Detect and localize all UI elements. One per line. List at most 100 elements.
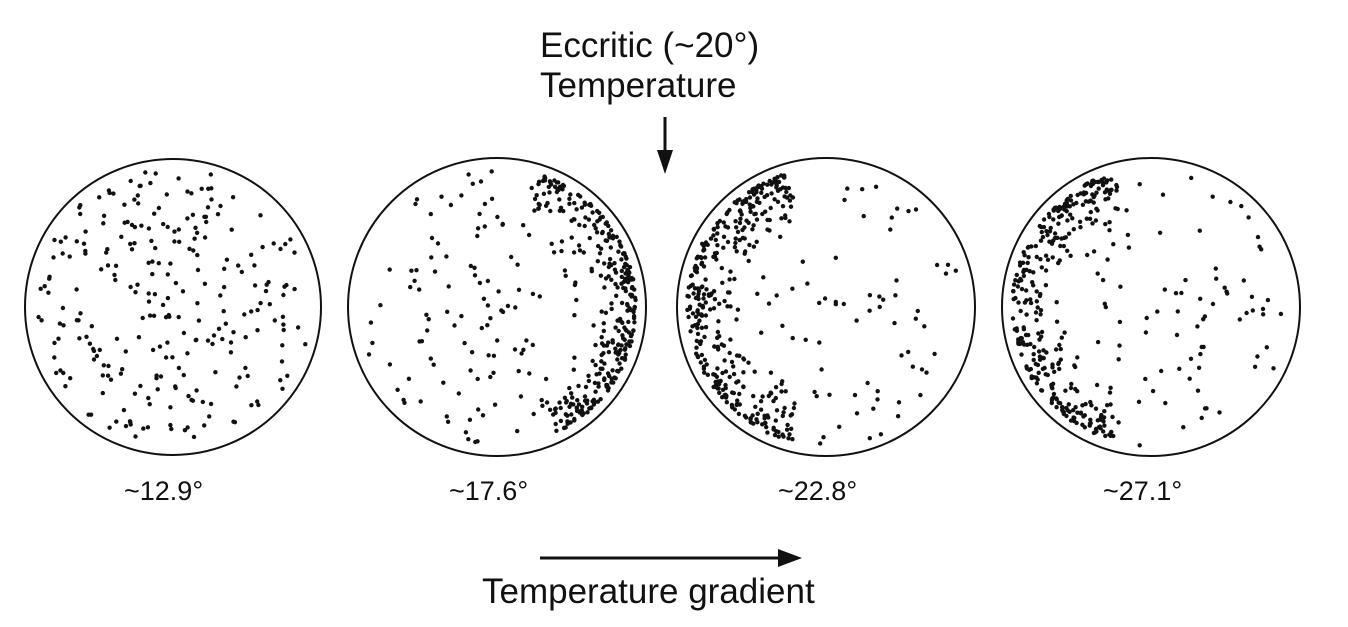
organism-dot <box>190 212 196 217</box>
organism-dot <box>470 181 475 186</box>
organism-dot <box>1102 409 1107 414</box>
organism-dot <box>738 216 743 221</box>
organism-dot <box>760 211 765 217</box>
organism-dot <box>775 175 780 180</box>
organism-dot <box>769 182 774 187</box>
organism-dot <box>1043 268 1049 273</box>
organism-dot <box>1252 364 1258 369</box>
organism-dot <box>489 169 494 174</box>
organism-dot <box>754 239 759 244</box>
organism-dot <box>715 231 720 236</box>
organism-dot <box>278 378 283 383</box>
organism-dot <box>530 291 536 297</box>
organism-dot <box>772 432 778 438</box>
organism-dot <box>249 309 254 314</box>
organism-dot <box>105 247 110 252</box>
organism-dot <box>751 244 757 249</box>
organism-dot <box>702 334 707 340</box>
organism-dot <box>527 371 532 376</box>
organism-dot <box>193 225 198 230</box>
organism-dot <box>577 222 582 228</box>
organism-dot <box>111 191 116 196</box>
organism-dot <box>106 363 111 369</box>
organism-dot <box>554 180 560 185</box>
organism-dot <box>606 349 612 355</box>
organism-dot <box>160 302 166 308</box>
organism-dot <box>1061 410 1067 415</box>
organism-dot <box>1094 206 1099 211</box>
organism-dot <box>703 313 709 318</box>
organism-dot <box>91 346 96 352</box>
organism-dot <box>1068 212 1073 217</box>
organism-dot <box>485 278 491 284</box>
organism-dot <box>1201 344 1206 350</box>
organism-dot <box>609 376 614 381</box>
organism-dot <box>1016 300 1021 305</box>
organism-dot <box>1088 399 1093 405</box>
organism-dot <box>242 312 247 317</box>
organism-dot <box>610 233 616 238</box>
organism-dot <box>1088 209 1094 215</box>
organism-dot <box>619 319 624 324</box>
organism-dot <box>213 370 218 375</box>
organism-dot <box>97 347 103 353</box>
organism-dot <box>1022 253 1027 258</box>
organism-dot <box>1117 319 1123 325</box>
organism-dot <box>1059 335 1065 340</box>
organism-dot <box>1102 190 1108 195</box>
organism-dot <box>780 323 785 328</box>
organism-dot <box>1038 312 1043 317</box>
organism-dot <box>712 344 717 349</box>
organism-dot <box>234 384 239 389</box>
organism-dot <box>574 207 579 212</box>
organism-dot <box>906 349 911 355</box>
organism-dot <box>1051 207 1056 212</box>
organism-dot <box>194 388 199 393</box>
organism-dot <box>1093 426 1099 432</box>
organism-dot <box>495 214 500 220</box>
organism-dot <box>1271 366 1276 371</box>
organism-dot <box>531 411 536 417</box>
organism-dot <box>543 376 549 382</box>
organism-dot <box>873 184 879 189</box>
organism-dot <box>136 335 142 340</box>
eccritic-title-line2: Temperature <box>540 66 737 105</box>
organism-dot <box>1063 388 1068 393</box>
organism-dot <box>169 426 174 432</box>
organism-dot <box>1077 219 1083 224</box>
organism-dot <box>1038 238 1044 243</box>
organism-dot <box>583 384 589 390</box>
organism-dot <box>628 333 634 339</box>
organism-dot <box>1175 309 1181 314</box>
organism-dot <box>406 376 412 381</box>
organism-dot <box>735 198 740 203</box>
organism-dot <box>569 412 574 417</box>
organism-dot <box>204 219 209 225</box>
organism-dot <box>61 370 66 376</box>
organism-dot <box>562 395 568 400</box>
organism-dot <box>1071 415 1076 420</box>
organism-dot <box>589 405 594 411</box>
organism-dot <box>1075 355 1080 360</box>
organism-dot <box>1078 410 1084 415</box>
organism-dot <box>54 370 59 376</box>
organism-dot <box>698 341 703 347</box>
organism-dot <box>765 182 770 187</box>
organism-dot <box>1064 405 1069 411</box>
organism-dot <box>747 202 752 207</box>
organism-dot <box>288 237 293 242</box>
organism-dot <box>1016 339 1021 345</box>
organism-dot <box>1054 397 1059 402</box>
organism-dot <box>605 371 611 376</box>
organism-dot <box>771 427 776 432</box>
organism-dot <box>577 248 583 253</box>
organism-dot <box>1163 400 1168 406</box>
organism-dot <box>590 358 595 364</box>
organism-dot <box>255 307 260 313</box>
organism-dot <box>602 285 607 290</box>
organism-dot <box>267 302 272 307</box>
organism-dot <box>686 314 691 320</box>
organism-dot <box>878 432 884 437</box>
organism-dot <box>599 359 604 364</box>
organism-dot <box>138 183 143 188</box>
